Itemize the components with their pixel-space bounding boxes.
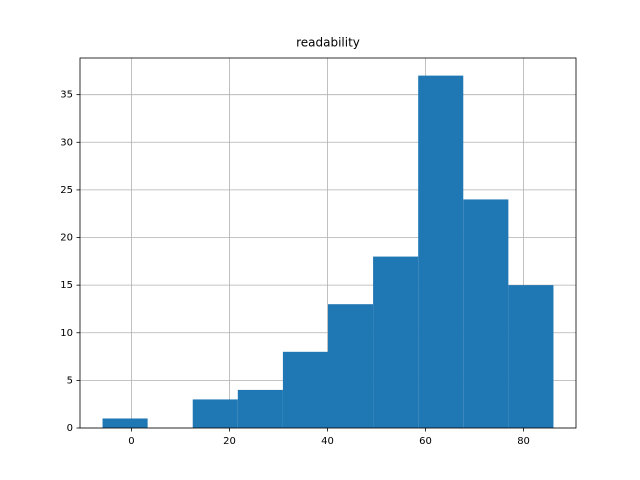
bar bbox=[463, 199, 509, 428]
x-tick-label: 0 bbox=[128, 436, 134, 447]
y-tick-label: 20 bbox=[60, 233, 73, 244]
chart-title: readability bbox=[296, 36, 360, 50]
y-tick-label: 30 bbox=[60, 137, 73, 148]
bar bbox=[192, 399, 238, 428]
y-tick-label: 25 bbox=[60, 185, 73, 196]
bar-layer bbox=[102, 75, 554, 428]
x-tick-label: 80 bbox=[517, 436, 530, 447]
bar bbox=[508, 285, 554, 428]
tick-layer: 0 5 10 15 20 25 30 35 0 20 40 60 80 bbox=[60, 90, 530, 447]
bar bbox=[237, 389, 283, 428]
bar bbox=[328, 304, 374, 428]
axes-frame bbox=[79, 57, 577, 429]
bar bbox=[418, 75, 464, 428]
y-tick-label: 35 bbox=[60, 90, 73, 101]
y-tick-label: 10 bbox=[60, 328, 73, 339]
bar bbox=[373, 256, 419, 428]
x-tick-label: 40 bbox=[321, 436, 334, 447]
y-tick-label: 5 bbox=[67, 375, 73, 386]
y-tick-label: 15 bbox=[60, 280, 73, 291]
x-tick-label: 60 bbox=[419, 436, 432, 447]
bar bbox=[282, 351, 328, 428]
x-tick-label: 20 bbox=[223, 436, 236, 447]
bar bbox=[102, 418, 148, 428]
y-tick-label: 0 bbox=[67, 423, 73, 434]
